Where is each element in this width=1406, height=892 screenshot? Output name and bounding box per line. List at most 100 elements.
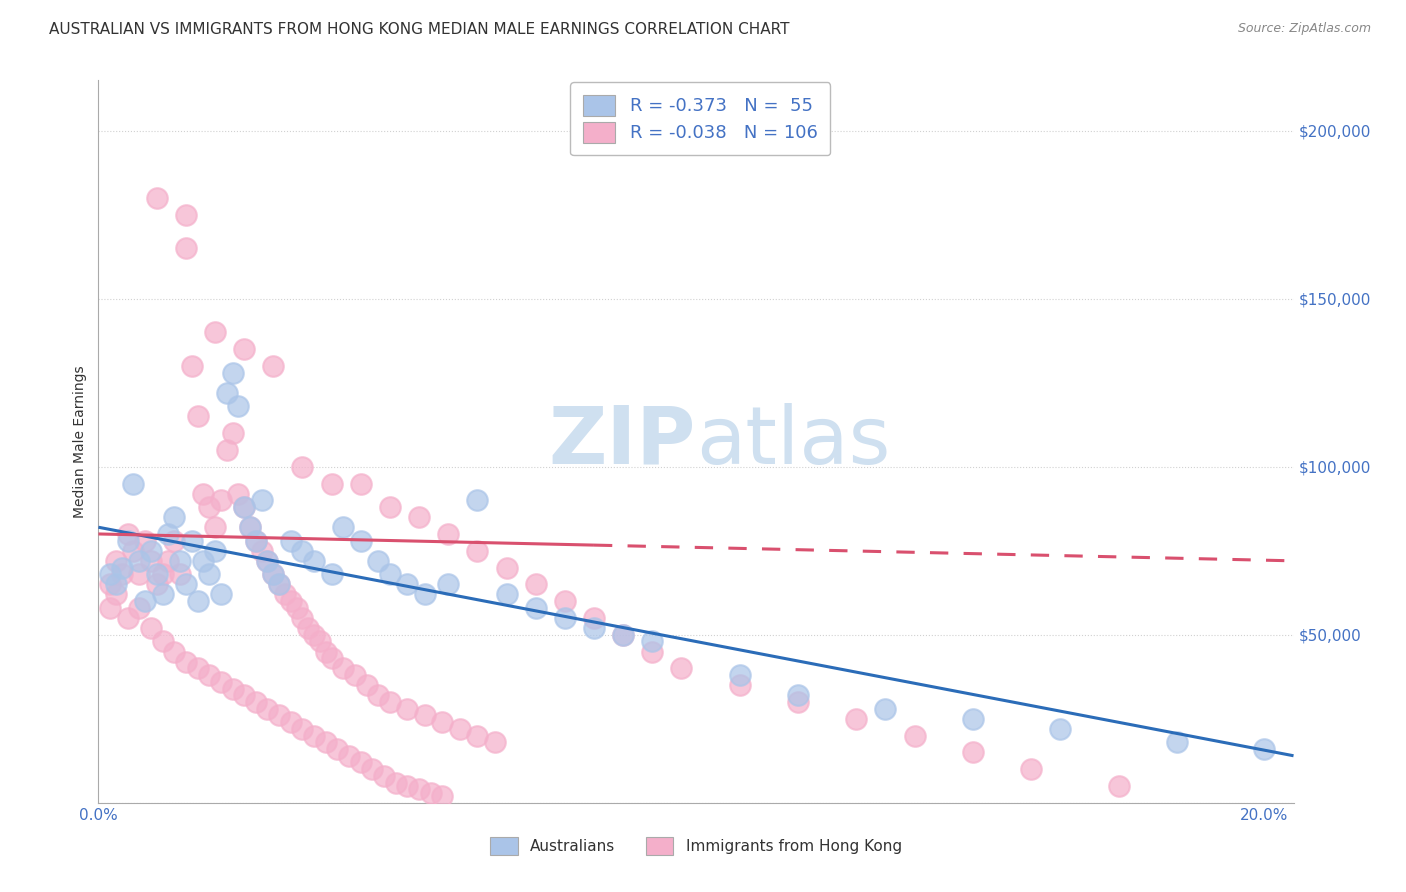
- Point: [285, 600, 308, 615]
- Point: [174, 655, 197, 669]
- Point: [321, 567, 343, 582]
- Point: [787, 688, 810, 702]
- Point: [484, 735, 506, 749]
- Point: [262, 567, 284, 582]
- Point: [437, 527, 460, 541]
- Point: [280, 533, 302, 548]
- Point: [280, 594, 302, 608]
- Point: [245, 533, 267, 548]
- Point: [180, 359, 202, 373]
- Point: [413, 708, 436, 723]
- Point: [215, 385, 238, 400]
- Point: [280, 715, 302, 730]
- Point: [169, 554, 191, 568]
- Point: [437, 577, 460, 591]
- Point: [262, 567, 284, 582]
- Point: [122, 543, 145, 558]
- Point: [641, 634, 664, 648]
- Point: [186, 661, 208, 675]
- Text: atlas: atlas: [696, 402, 890, 481]
- Point: [495, 560, 517, 574]
- Point: [396, 577, 419, 591]
- Point: [302, 628, 325, 642]
- Point: [117, 533, 139, 548]
- Point: [367, 554, 389, 568]
- Point: [98, 567, 121, 582]
- Point: [174, 577, 197, 591]
- Point: [174, 208, 197, 222]
- Point: [111, 560, 134, 574]
- Point: [495, 587, 517, 601]
- Point: [221, 426, 243, 441]
- Point: [378, 567, 401, 582]
- Point: [413, 587, 436, 601]
- Point: [582, 611, 605, 625]
- Point: [367, 688, 389, 702]
- Point: [233, 500, 256, 514]
- Point: [128, 600, 150, 615]
- Point: [128, 567, 150, 582]
- Point: [302, 554, 325, 568]
- Text: ZIP: ZIP: [548, 402, 696, 481]
- Point: [291, 459, 314, 474]
- Point: [163, 510, 186, 524]
- Point: [396, 702, 419, 716]
- Point: [291, 611, 314, 625]
- Point: [467, 543, 489, 558]
- Point: [356, 678, 378, 692]
- Point: [209, 493, 232, 508]
- Point: [174, 241, 197, 255]
- Point: [98, 600, 121, 615]
- Point: [315, 735, 337, 749]
- Point: [221, 681, 243, 696]
- Point: [361, 762, 384, 776]
- Point: [845, 712, 868, 726]
- Point: [239, 520, 262, 534]
- Point: [134, 533, 156, 548]
- Text: Source: ZipAtlas.com: Source: ZipAtlas.com: [1237, 22, 1371, 36]
- Point: [378, 500, 401, 514]
- Point: [396, 779, 419, 793]
- Point: [728, 668, 751, 682]
- Point: [204, 543, 226, 558]
- Point: [215, 442, 238, 457]
- Point: [186, 594, 208, 608]
- Point: [122, 476, 145, 491]
- Point: [432, 789, 454, 803]
- Point: [228, 399, 250, 413]
- Point: [193, 486, 215, 500]
- Point: [204, 520, 226, 534]
- Point: [321, 651, 343, 665]
- Point: [139, 543, 162, 558]
- Point: [117, 611, 139, 625]
- Point: [228, 486, 250, 500]
- Point: [524, 577, 547, 591]
- Point: [204, 326, 226, 340]
- Legend: Australians, Immigrants from Hong Kong: Australians, Immigrants from Hong Kong: [481, 828, 911, 863]
- Point: [350, 476, 373, 491]
- Point: [145, 567, 167, 582]
- Point: [350, 533, 373, 548]
- Point: [728, 678, 751, 692]
- Point: [315, 644, 337, 658]
- Point: [582, 621, 605, 635]
- Point: [326, 742, 349, 756]
- Point: [269, 577, 291, 591]
- Point: [671, 661, 693, 675]
- Point: [432, 715, 454, 730]
- Point: [408, 782, 430, 797]
- Point: [209, 587, 232, 601]
- Point: [169, 567, 191, 582]
- Point: [193, 554, 215, 568]
- Point: [408, 510, 430, 524]
- Point: [962, 712, 984, 726]
- Point: [145, 577, 167, 591]
- Point: [221, 366, 243, 380]
- Point: [378, 695, 401, 709]
- Point: [1049, 722, 1071, 736]
- Point: [262, 359, 284, 373]
- Y-axis label: Median Male Earnings: Median Male Earnings: [73, 365, 87, 518]
- Point: [152, 634, 174, 648]
- Point: [449, 722, 471, 736]
- Point: [903, 729, 925, 743]
